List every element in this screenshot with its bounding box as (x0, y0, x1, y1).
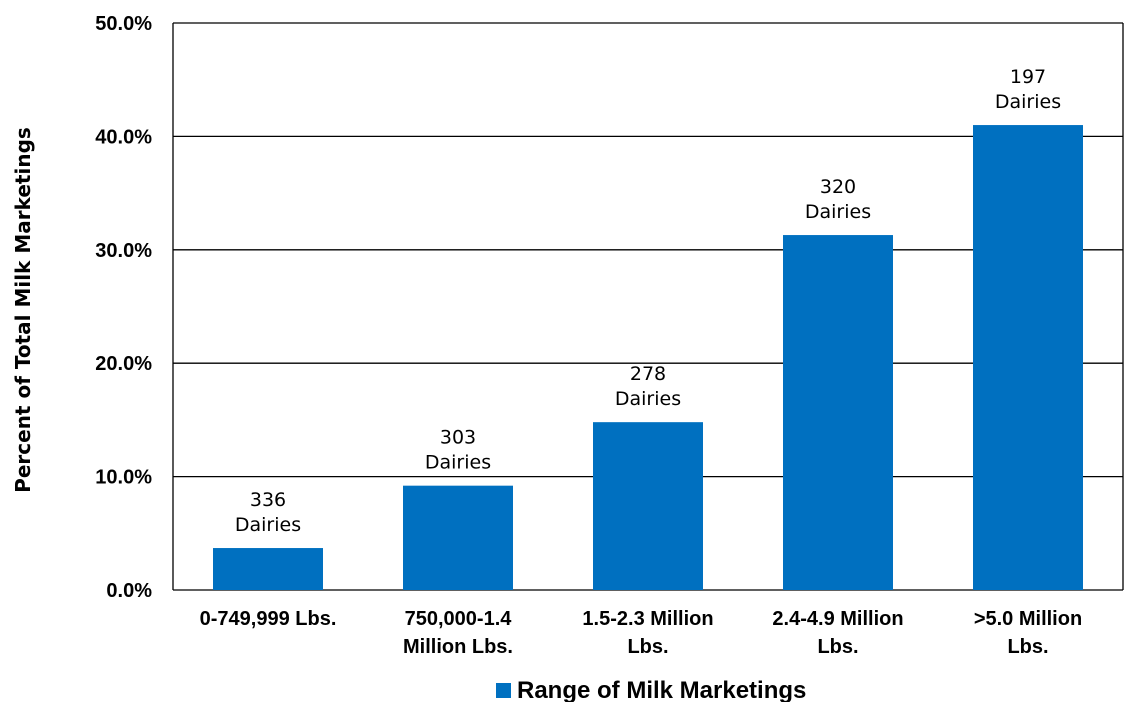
data-label: 303 Dairies (425, 427, 491, 474)
data-label: 336 Dairies (235, 489, 301, 536)
legend-swatch (496, 683, 511, 698)
x-axis-categories: 0-749,999 Lbs. 750,000-1.4 Million Lbs. 1.5… (200, 608, 1083, 658)
legend-label: Range of Milk Marketings (517, 677, 806, 702)
x-category-label: 0-749,999 Lbs. (200, 608, 337, 630)
data-label: 197 Dairies (995, 66, 1061, 113)
y-tick-label: 40.0% (95, 126, 152, 148)
y-tick-label: 20.0% (95, 353, 152, 375)
data-label: 278 Dairies (615, 363, 681, 410)
y-tick-label: 10.0% (95, 467, 152, 489)
y-axis-label: Percent of Total Milk Marketings (11, 127, 35, 493)
y-tick-label: 0.0% (106, 580, 152, 602)
x-category-label: 2.4-4.9 Million Lbs. (772, 608, 903, 658)
x-category-label: 1.5-2.3 Million Lbs. (582, 608, 713, 658)
y-tick-label: 50.0% (95, 13, 152, 35)
data-labels: 336 Dairies 303 Dairies 278 Dairies 320 Dairies… (235, 66, 1061, 536)
bar (973, 125, 1083, 590)
bar (403, 485, 513, 590)
y-axis-ticks: 0.0% 10.0% 20.0% 30.0% 40.0% 50.0% (95, 13, 152, 602)
x-category-label: >5.0 Million Lbs. (974, 608, 1082, 658)
data-label: 320 Dairies (805, 176, 871, 223)
bars (213, 125, 1083, 591)
x-category-label: 750,000-1.4 Million Lbs. (403, 608, 513, 658)
bar (783, 235, 893, 591)
gridlines (172, 22, 1124, 591)
y-tick-label: 30.0% (95, 240, 152, 262)
bar (213, 548, 323, 590)
legend: Range of Milk Marketings (496, 677, 806, 702)
bar (593, 422, 703, 590)
